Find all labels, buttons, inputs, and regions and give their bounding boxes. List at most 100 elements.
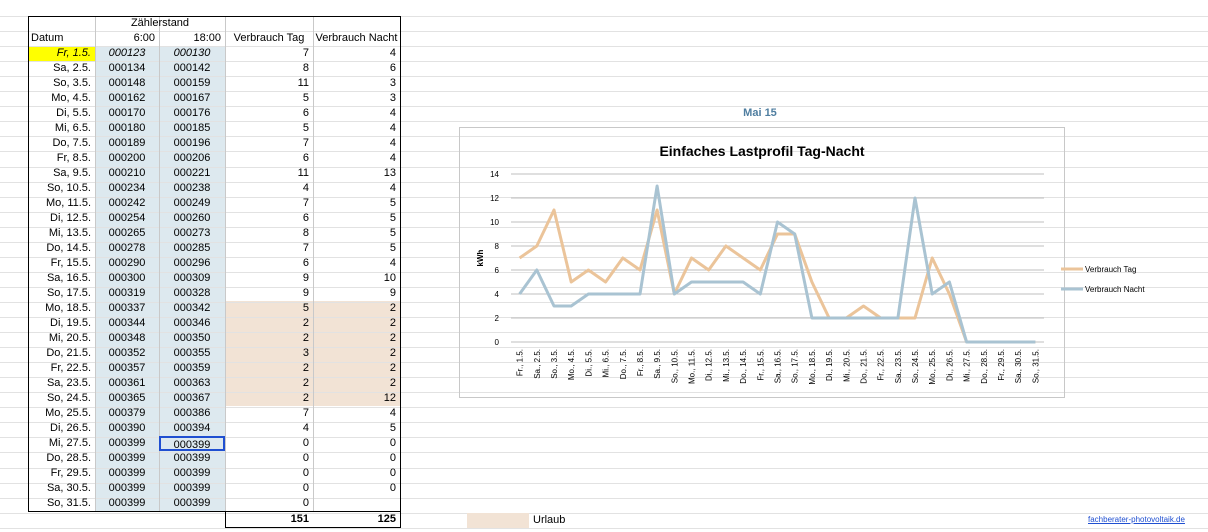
- nacht-cell[interactable]: 5: [389, 212, 396, 224]
- nacht-cell[interactable]: [313, 496, 400, 511]
- tag-cell[interactable]: 2: [302, 332, 309, 344]
- nacht-cell[interactable]: 4: [389, 182, 396, 194]
- date-cell[interactable]: Fr, 15.5.: [50, 257, 91, 269]
- meter-6-cell[interactable]: 000399: [108, 467, 146, 479]
- meter-18-cell[interactable]: 000221: [173, 167, 211, 179]
- tag-cell[interactable]: 8: [302, 62, 309, 74]
- date-cell[interactable]: Do, 28.5.: [46, 452, 91, 464]
- nacht-cell[interactable]: 4: [389, 122, 396, 134]
- tag-cell[interactable]: 0: [302, 467, 309, 479]
- meter-6-cell[interactable]: 000348: [108, 332, 146, 344]
- meter-18-cell[interactable]: 000399: [159, 436, 225, 451]
- tag-cell[interactable]: 0: [302, 452, 309, 464]
- nacht-cell[interactable]: 4: [389, 407, 396, 419]
- nacht-cell[interactable]: 12: [383, 392, 396, 404]
- meter-18-cell[interactable]: 000142: [173, 62, 211, 74]
- chart-area[interactable]: [459, 127, 1065, 398]
- nacht-cell[interactable]: 2: [389, 317, 396, 329]
- date-cell[interactable]: Di, 26.5.: [50, 422, 91, 434]
- meter-18-cell[interactable]: 000394: [173, 422, 211, 434]
- meter-6-cell[interactable]: 000180: [108, 122, 146, 134]
- nacht-cell[interactable]: 0: [389, 482, 396, 494]
- tag-cell[interactable]: 6: [302, 257, 309, 269]
- date-cell[interactable]: Mo, 11.5.: [45, 197, 91, 209]
- date-cell[interactable]: Fr, 29.5.: [50, 467, 91, 479]
- tag-cell[interactable]: 7: [302, 47, 309, 59]
- meter-6-cell[interactable]: 000254: [108, 212, 146, 224]
- meter-6-cell[interactable]: 000344: [108, 317, 146, 329]
- meter-6-cell[interactable]: 000365: [108, 392, 146, 404]
- tag-cell[interactable]: 5: [302, 302, 309, 314]
- tag-cell[interactable]: 7: [302, 407, 309, 419]
- meter-6-cell[interactable]: 000210: [108, 167, 146, 179]
- date-cell[interactable]: So, 3.5.: [53, 77, 91, 89]
- meter-18-cell[interactable]: 000359: [173, 362, 211, 374]
- meter-6-cell[interactable]: 000200: [108, 152, 146, 164]
- nacht-cell[interactable]: 0: [389, 467, 396, 479]
- date-cell[interactable]: Fr, 1.5.: [56, 47, 91, 59]
- meter-6-cell[interactable]: 000265: [108, 227, 146, 239]
- meter-18-cell[interactable]: 000399: [173, 467, 211, 479]
- meter-6-cell[interactable]: 000278: [108, 242, 146, 254]
- meter-6-cell[interactable]: 000162: [108, 92, 146, 104]
- meter-6-cell[interactable]: 000399: [108, 497, 146, 509]
- meter-18-cell[interactable]: 000167: [173, 92, 211, 104]
- meter-18-cell[interactable]: 000399: [173, 482, 211, 494]
- tag-cell[interactable]: 7: [302, 242, 309, 254]
- meter-18-cell[interactable]: 000350: [173, 332, 211, 344]
- nacht-cell[interactable]: 3: [389, 92, 396, 104]
- meter-6-cell[interactable]: 000234: [108, 182, 146, 194]
- meter-18-cell[interactable]: 000363: [173, 377, 211, 389]
- meter-18-cell[interactable]: 000273: [173, 227, 211, 239]
- date-cell[interactable]: So, 10.5.: [46, 182, 91, 194]
- tag-cell[interactable]: 6: [302, 212, 309, 224]
- tag-cell[interactable]: 7: [302, 197, 309, 209]
- nacht-cell[interactable]: 5: [389, 227, 396, 239]
- meter-18-cell[interactable]: 000399: [173, 452, 211, 464]
- meter-6-cell[interactable]: 000123: [108, 47, 146, 59]
- nacht-cell[interactable]: 2: [389, 362, 396, 374]
- tag-cell[interactable]: 4: [302, 422, 309, 434]
- date-cell[interactable]: Mi, 13.5.: [48, 227, 91, 239]
- date-cell[interactable]: Sa, 9.5.: [53, 167, 91, 179]
- date-cell[interactable]: Mi, 20.5.: [48, 332, 91, 344]
- meter-6-cell[interactable]: 000399: [108, 452, 146, 464]
- meter-6-cell[interactable]: 000361: [108, 377, 146, 389]
- tag-cell[interactable]: 9: [302, 272, 309, 284]
- meter-6-cell[interactable]: 000390: [108, 422, 146, 434]
- tag-cell[interactable]: 2: [302, 392, 309, 404]
- meter-18-cell[interactable]: 000367: [173, 392, 211, 404]
- meter-18-cell[interactable]: 000185: [173, 122, 211, 134]
- nacht-cell[interactable]: 5: [389, 422, 396, 434]
- meter-18-cell[interactable]: 000206: [173, 152, 211, 164]
- nacht-cell[interactable]: 5: [389, 242, 396, 254]
- date-cell[interactable]: Di, 12.5.: [50, 212, 91, 224]
- nacht-cell[interactable]: 2: [389, 347, 396, 359]
- nacht-cell[interactable]: 4: [389, 137, 396, 149]
- tag-cell[interactable]: 9: [302, 287, 309, 299]
- meter-6-cell[interactable]: 000337: [108, 302, 146, 314]
- nacht-cell[interactable]: 13: [383, 167, 396, 179]
- nacht-cell[interactable]: 4: [389, 47, 396, 59]
- meter-6-cell[interactable]: 000170: [108, 107, 146, 119]
- date-cell[interactable]: Sa, 23.5.: [46, 377, 91, 389]
- date-cell[interactable]: Sa, 16.5.: [46, 272, 91, 284]
- tag-cell[interactable]: 8: [302, 227, 309, 239]
- tag-cell[interactable]: 0: [302, 437, 309, 449]
- meter-18-cell[interactable]: 000346: [173, 317, 211, 329]
- meter-18-cell[interactable]: 000130: [173, 47, 211, 59]
- date-cell[interactable]: So, 17.5.: [46, 287, 91, 299]
- meter-18-cell[interactable]: 000309: [173, 272, 211, 284]
- tag-cell[interactable]: 3: [302, 347, 309, 359]
- date-cell[interactable]: Mo, 18.5.: [45, 302, 91, 314]
- meter-6-cell[interactable]: 000357: [108, 362, 146, 374]
- tag-cell[interactable]: 6: [302, 107, 309, 119]
- date-cell[interactable]: Do, 21.5.: [46, 347, 91, 359]
- meter-6-cell[interactable]: 000148: [108, 77, 146, 89]
- date-cell[interactable]: Mi, 27.5.: [48, 437, 91, 449]
- date-cell[interactable]: Do, 7.5.: [52, 137, 91, 149]
- meter-6-cell[interactable]: 000242: [108, 197, 146, 209]
- tag-cell[interactable]: 0: [302, 482, 309, 494]
- meter-18-cell[interactable]: 000196: [173, 137, 211, 149]
- meter-6-cell[interactable]: 000319: [108, 287, 146, 299]
